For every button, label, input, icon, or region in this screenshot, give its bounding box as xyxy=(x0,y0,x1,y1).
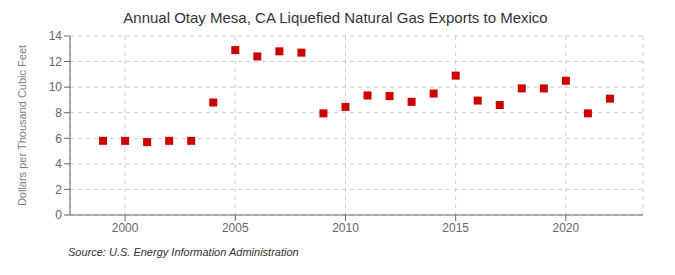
html-text:Source: U.S. Energy Informatio: Source: U.S. Energy Information Administ… xyxy=(68,246,299,258)
svg-text:2020: 2020 xyxy=(553,221,580,235)
svg-text:0: 0 xyxy=(55,208,62,222)
svg-text:14: 14 xyxy=(49,29,63,43)
svg-text:10: 10 xyxy=(49,80,63,94)
html-text:Annual Otay Mesa, CA Liquefied: Annual Otay Mesa, CA Liquefied Natural G… xyxy=(123,9,548,26)
svg-text:2005: 2005 xyxy=(222,221,249,235)
svg-text:4: 4 xyxy=(55,157,62,171)
svg-text:2: 2 xyxy=(55,183,62,197)
svg-text:6: 6 xyxy=(55,132,62,146)
svg-text:2010: 2010 xyxy=(332,221,359,235)
svg-text:2000: 2000 xyxy=(112,221,139,235)
svg-text:2015: 2015 xyxy=(442,221,469,235)
svg-text:12: 12 xyxy=(49,55,63,69)
svg-text:8: 8 xyxy=(55,106,62,120)
svg-text:Dollars per Thousand Cubic Fee: Dollars per Thousand Cubic Feet xyxy=(16,45,28,206)
